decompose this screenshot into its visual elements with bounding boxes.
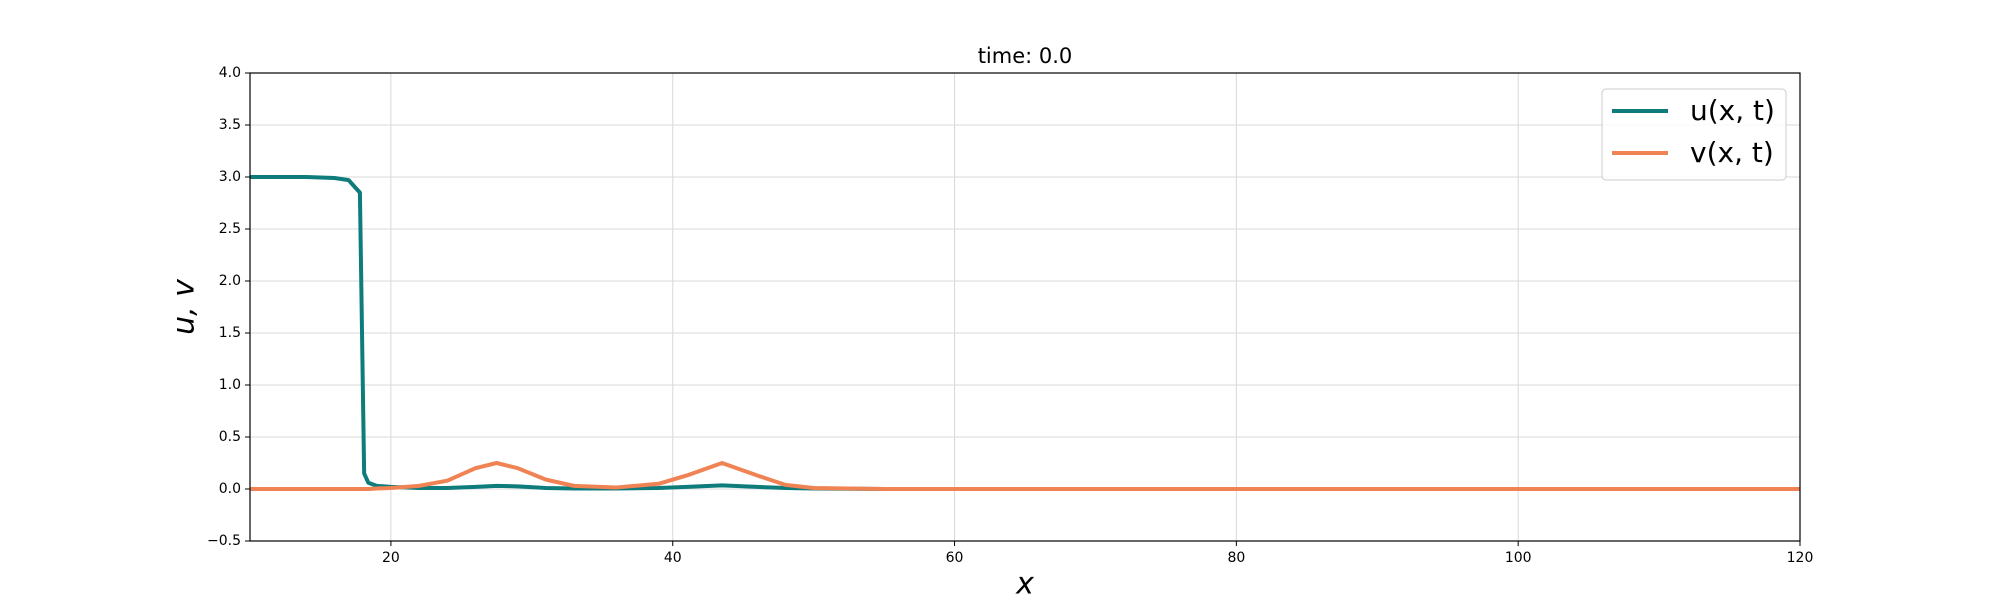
chart-title: time: 0.0 xyxy=(978,44,1073,68)
y-tick-label: 2.5 xyxy=(219,221,241,237)
y-tick-label: 0.5 xyxy=(219,429,241,445)
x-tick-label: 100 xyxy=(1505,550,1532,566)
x-tick-label: 80 xyxy=(1227,550,1245,566)
y-tick-label: −0.5 xyxy=(207,533,241,549)
x-tick-label: 120 xyxy=(1787,550,1814,566)
y-tick-label: 3.0 xyxy=(219,169,241,185)
y-tick-label: 3.5 xyxy=(219,117,241,133)
legend: u(x, t) v(x, t) xyxy=(1601,88,1787,181)
y-axis-label: u, v xyxy=(167,278,202,335)
x-tick-label: 40 xyxy=(664,550,682,566)
y-tick-label: 4.0 xyxy=(219,65,241,81)
line-series xyxy=(250,461,1800,491)
x-tick-label: 20 xyxy=(382,550,400,566)
x-axis-label: x xyxy=(1015,567,1034,602)
legend-label: v(x, t) xyxy=(1690,136,1774,169)
y-tick-label: 0.0 xyxy=(219,481,241,497)
y-tick-label: 2.0 xyxy=(219,273,241,289)
y-tick-label: 1.0 xyxy=(219,377,241,393)
x-tick-label: 60 xyxy=(946,550,964,566)
legend-label: u(x, t) xyxy=(1690,94,1775,127)
y-tick-label: 1.5 xyxy=(219,325,241,341)
plot-frame xyxy=(249,72,1801,542)
